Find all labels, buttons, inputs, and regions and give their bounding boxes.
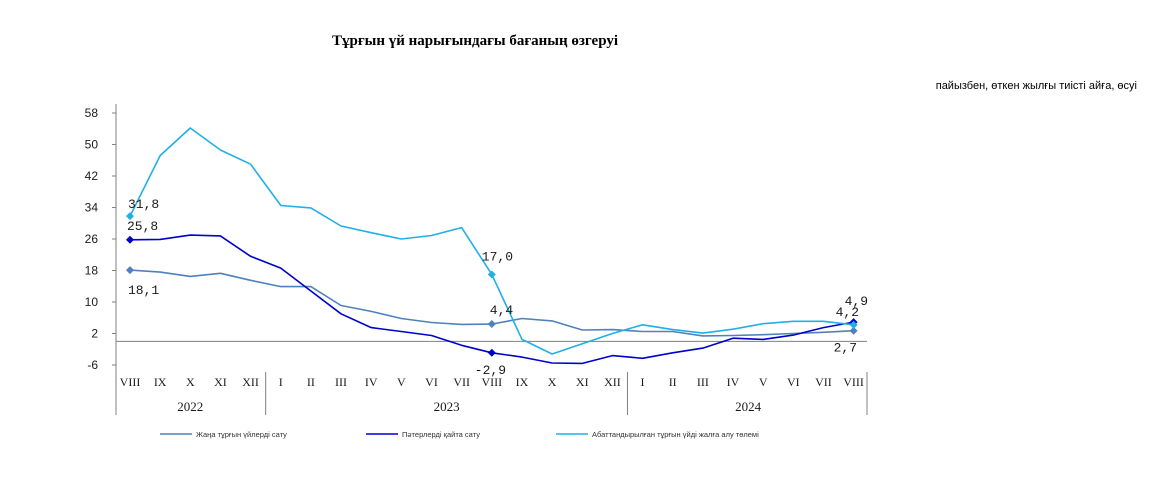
x-tick-label: VII [815, 375, 832, 389]
chart-title: Тұрғын үй нарығындағы бағаның өзгеруі [331, 33, 619, 49]
y-tick-label: 26 [85, 232, 99, 246]
x-tick-label: I [641, 375, 645, 389]
x-tick-label: VI [425, 375, 438, 389]
y-tick-label: 58 [85, 106, 99, 120]
x-tick-label: XII [242, 375, 259, 389]
x-tick-label: IX [154, 375, 167, 389]
data-point-marker [487, 270, 496, 279]
y-tick-label: 10 [85, 295, 99, 309]
data-label: 18,1 [128, 283, 159, 298]
x-tick-label: III [697, 375, 709, 389]
legend-label: Жаңа тұрғын үйлерді сату [196, 430, 287, 439]
x-tick-label: VIII [843, 375, 864, 389]
x-tick-label: VII [453, 375, 470, 389]
y-tick-label: -6 [87, 358, 98, 372]
x-tick-label: XI [214, 375, 227, 389]
data-label: 31,8 [128, 197, 159, 212]
year-label: 2024 [735, 399, 762, 414]
data-point-marker [849, 326, 858, 335]
data-point-marker [849, 320, 858, 329]
y-tick-label: 42 [85, 169, 99, 183]
x-tick-label: II [669, 375, 677, 389]
data-point-marker [126, 212, 134, 221]
x-tick-label: V [397, 375, 406, 389]
legend-label: Абаттандырылған тұрғын үйді жалға алу тө… [592, 430, 759, 439]
y-tick-label: 18 [85, 264, 99, 278]
x-tick-label: I [279, 375, 283, 389]
chart-subtitle: пайызбен, өткен жылғы тиісті айға, өсуі [935, 80, 1137, 92]
x-tick-label: IX [516, 375, 529, 389]
year-label: 2023 [434, 399, 460, 414]
data-point-marker [126, 266, 134, 275]
data-point-marker [487, 348, 496, 357]
year-label: 2022 [177, 399, 203, 414]
x-tick-label: X [186, 375, 195, 389]
x-tick-label: IV [727, 375, 740, 389]
data-label: 2,7 [834, 341, 857, 356]
y-tick-label: 34 [85, 201, 99, 215]
x-tick-label: IV [365, 375, 378, 389]
data-point-marker [487, 320, 496, 329]
x-tick-label: II [307, 375, 315, 389]
data-label: -2,9 [475, 363, 506, 378]
data-label: 4,9 [845, 294, 868, 309]
data-label: 4,2 [836, 305, 859, 320]
x-tick-label: III [335, 375, 347, 389]
legend-label: Пәтерлерді қайта сату [402, 430, 480, 439]
data-point-marker [126, 235, 134, 244]
x-tick-label: XII [604, 375, 621, 389]
x-tick-label: X [548, 375, 557, 389]
x-tick-label: VIII [481, 375, 502, 389]
x-tick-label: VI [787, 375, 800, 389]
x-tick-label: VIII [120, 375, 141, 389]
y-tick-label: 2 [91, 327, 98, 341]
x-tick-label: XI [576, 375, 589, 389]
data-label: 25,8 [127, 219, 158, 234]
data-label: 17,0 [482, 249, 513, 264]
x-tick-label: V [759, 375, 768, 389]
y-tick-label: 50 [85, 138, 99, 152]
data-label: 4,4 [490, 303, 514, 318]
